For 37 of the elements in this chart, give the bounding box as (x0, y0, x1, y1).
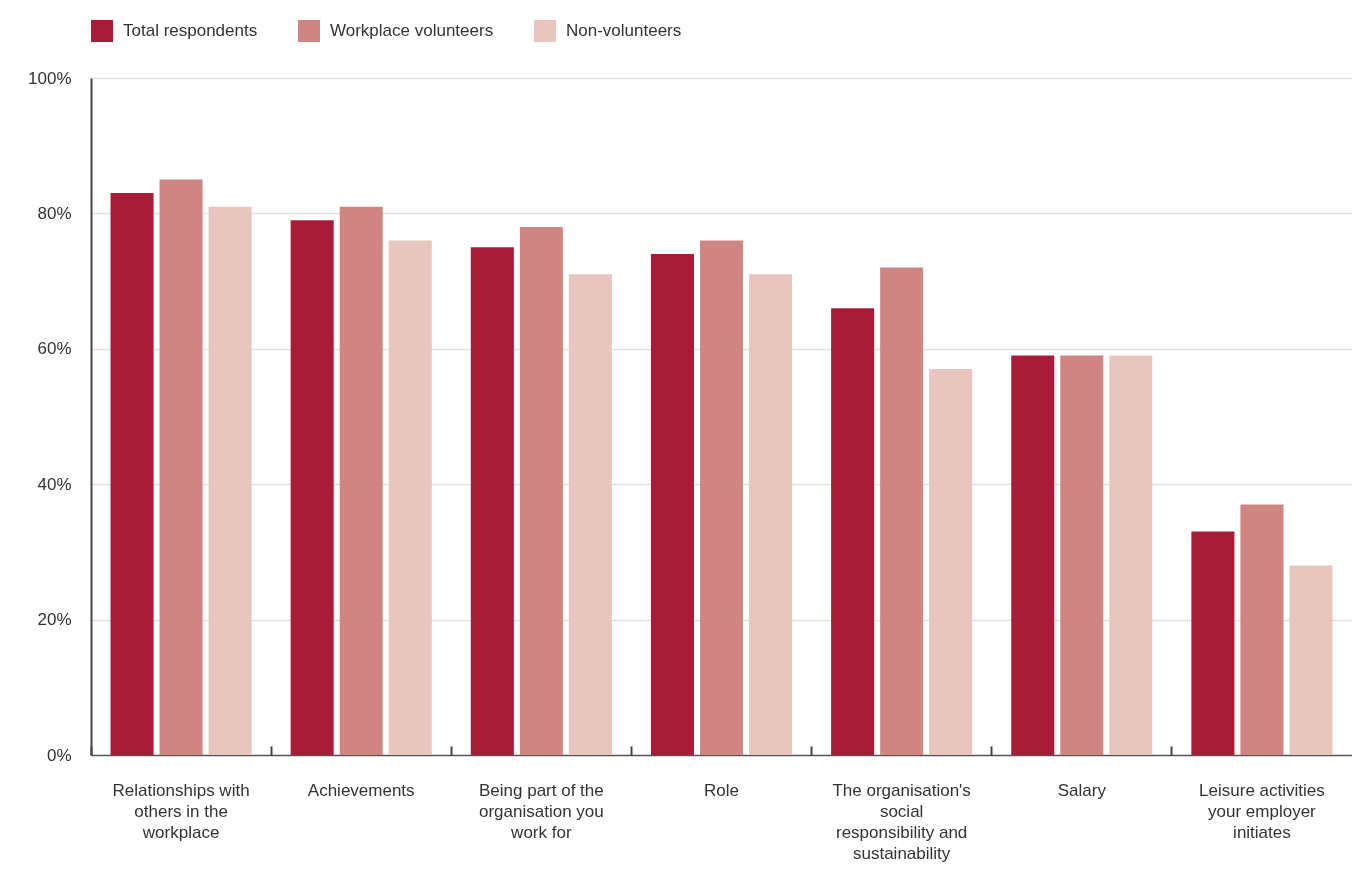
y-tick-label: 0% (46, 745, 72, 765)
x-tick-label: Relationships with others in the workplace (112, 780, 250, 842)
legend-label: Workplace volunteers (330, 21, 494, 40)
bar (1191, 531, 1235, 755)
bar (388, 240, 432, 755)
y-tick-label: 100% (28, 68, 72, 88)
bar (159, 179, 203, 755)
bar (1289, 565, 1333, 755)
bar (1060, 355, 1104, 755)
bar (880, 267, 924, 755)
bar (1240, 504, 1284, 755)
bar (929, 369, 973, 755)
x-tick-label: Role (704, 780, 739, 800)
y-tick-label: 60% (37, 339, 72, 359)
bar (749, 274, 793, 755)
x-tick-label: Being part of the organisation you work for (478, 780, 604, 842)
x-tick-label: The organisation's social responsibility and sustainability (832, 780, 971, 863)
x-tick-label: Leisure activities your employer initiates (1199, 780, 1325, 842)
bar (699, 240, 744, 755)
bar (290, 220, 334, 755)
bar (1109, 355, 1153, 755)
legend-label: Non-volunteers (566, 21, 682, 40)
y-tick-label: 20% (37, 610, 72, 630)
legend-label: Total respondents (123, 21, 258, 40)
x-tick-label: Achievements (307, 780, 415, 800)
bar (470, 247, 514, 755)
bar (1011, 355, 1055, 755)
y-tick-label: 40% (37, 474, 72, 494)
bar (568, 274, 612, 755)
bar (831, 308, 875, 755)
x-tick-label: Salary (1057, 780, 1107, 800)
bar (519, 226, 563, 755)
bar (208, 206, 252, 755)
y-tick-label: 80% (37, 203, 72, 223)
bar (339, 206, 383, 755)
bar (650, 254, 694, 755)
bar (110, 193, 154, 755)
